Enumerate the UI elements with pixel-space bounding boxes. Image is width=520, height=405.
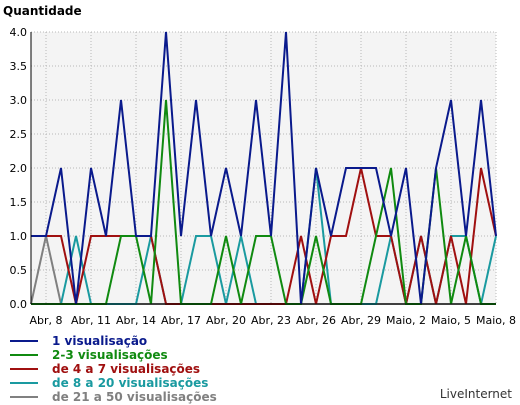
x-tick-label: Maio, 2 xyxy=(386,314,426,327)
legend-swatch-1 xyxy=(10,340,38,342)
legend-item-3: de 4 a 7 visualisações xyxy=(10,362,217,376)
x-tick-label: Abr, 20 xyxy=(206,314,246,327)
x-tick-label: Abr, 23 xyxy=(251,314,291,327)
legend-label-5: de 21 a 50 visualisações xyxy=(52,390,217,404)
x-tick-label: Abr, 26 xyxy=(296,314,336,327)
series-line-1 xyxy=(31,31,497,305)
y-tick-label: 0.0 xyxy=(10,298,28,311)
y-tick-label: 4.0 xyxy=(10,26,28,39)
legend-swatch-2 xyxy=(10,354,38,356)
x-tick-label: Abr, 8 xyxy=(29,314,62,327)
x-tick-label: Abr, 11 xyxy=(71,314,111,327)
y-tick-labels: 0.0 0.5 1.0 1.5 2.0 2.5 3.0 3.5 4.0 xyxy=(10,26,28,311)
legend-label-3: de 4 a 7 visualisações xyxy=(52,362,201,376)
axes xyxy=(30,32,496,305)
legend-label-1: 1 visualisação xyxy=(52,334,148,348)
y-tick-label: 2.5 xyxy=(10,128,28,141)
y-tick-label: 1.5 xyxy=(10,196,28,209)
legend-swatch-5 xyxy=(10,396,38,398)
legend-item-1: 1 visualisação xyxy=(10,334,217,348)
y-tick-label: 1.0 xyxy=(10,230,28,243)
legend-item-4: de 8 a 20 visualisações xyxy=(10,376,217,390)
x-tick-label: Abr, 14 xyxy=(116,314,156,327)
y-tick-label: 2.0 xyxy=(10,162,28,175)
y-tick-label: 3.0 xyxy=(10,94,28,107)
legend-swatch-3 xyxy=(10,368,38,370)
chart-title: Quantidade xyxy=(3,4,82,18)
legend-label-4: de 8 a 20 visualisações xyxy=(52,376,209,390)
x-tick-label: Maio, 8 xyxy=(476,314,516,327)
legend-swatch-4 xyxy=(10,382,38,384)
x-tick-label: Abr, 29 xyxy=(341,314,381,327)
y-tick-label: 3.5 xyxy=(10,60,28,73)
legend-item-5: de 21 a 50 visualisações xyxy=(10,390,217,404)
x-tick-label: Maio, 5 xyxy=(431,314,471,327)
brand-label: LiveInternet xyxy=(439,387,512,401)
legend-label-2: 2-3 visualisações xyxy=(52,348,168,362)
legend-item-2: 2-3 visualisações xyxy=(10,348,217,362)
chart: Quantidade 0.0 0.5 1.0 1.5 2.0 2.5 3.0 3.5 4.0 A… xyxy=(3,4,516,327)
y-tick-label: 0.5 xyxy=(10,264,28,277)
legend: 1 visualisação 2-3 visualisações de 4 a … xyxy=(10,334,217,404)
x-tick-label: Abr, 17 xyxy=(161,314,201,327)
x-tick-labels: Abr, 8 Abr, 11 Abr, 14 Abr, 17 Abr, 20 Abr, 2… xyxy=(29,314,516,327)
